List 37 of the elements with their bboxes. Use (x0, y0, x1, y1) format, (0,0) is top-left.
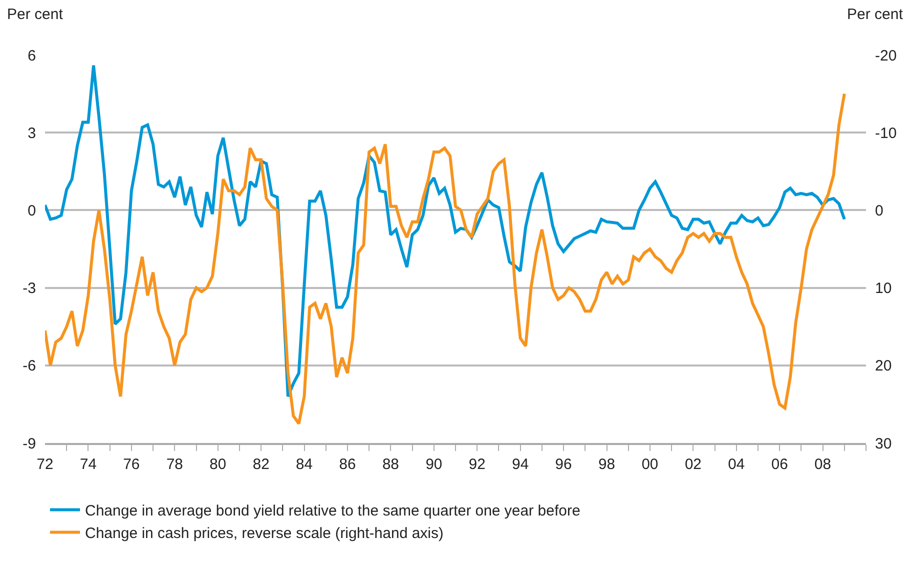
x-tick-label: 80 (209, 456, 226, 473)
y2-tick-label: 30 (875, 435, 892, 452)
x-tick-label: 84 (296, 456, 313, 473)
x-tick-label: 92 (468, 456, 486, 473)
y-tick-label: -9 (22, 435, 36, 452)
legend-label: Change in average bond yield relative to the same quarter one year before (85, 502, 580, 520)
x-tick-label: 86 (339, 456, 356, 473)
x-tick-label: 90 (426, 456, 442, 473)
x-tick-label: 72 (36, 456, 54, 473)
y-tick-label: -6 (22, 358, 36, 375)
line-series (45, 92, 846, 426)
legend-label: Change in cash prices, reverse scale (right-hand axis) (85, 525, 444, 542)
x-tick-label: 88 (382, 456, 400, 473)
x-tick-label: 78 (166, 456, 184, 473)
y-tick-label: -3 (22, 280, 36, 298)
x-tick-label: 02 (684, 456, 702, 473)
y2-tick-label: 10 (875, 280, 892, 298)
x-tick-label: 08 (814, 456, 832, 473)
x-tick-label: 94 (512, 456, 529, 473)
y-tick-label: 6 (28, 47, 36, 64)
y-tick-label: 3 (28, 124, 36, 142)
x-tick-label: 98 (598, 456, 616, 473)
x-tick-label: 82 (252, 456, 270, 473)
y2-tick-label: -10 (875, 124, 897, 142)
x-tick-label: 00 (642, 456, 658, 473)
y-axis-title: Per cent (7, 6, 64, 23)
x-tick-label: 74 (80, 456, 97, 473)
line-series (45, 64, 846, 398)
x-tick-label: 06 (771, 456, 788, 473)
y2-tick-label: 0 (875, 202, 884, 220)
y2-tick-label: -20 (875, 47, 897, 64)
x-tick-label: 04 (728, 456, 745, 473)
y-tick-label: 0 (28, 202, 36, 220)
x-tick-label: 76 (123, 456, 140, 473)
y2-axis-title: Per cent (847, 6, 904, 23)
x-tick-label: 96 (555, 456, 572, 473)
y2-tick-label: 20 (875, 358, 892, 375)
